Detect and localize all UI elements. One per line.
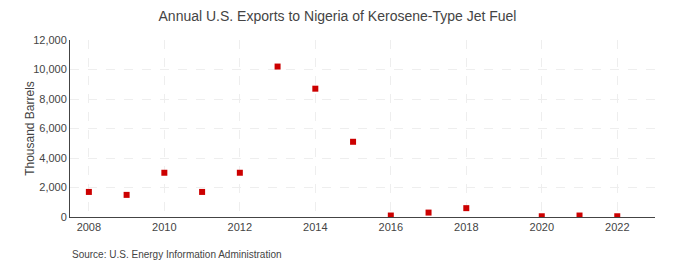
svg-text:12,000: 12,000 <box>33 34 67 46</box>
svg-text:2014: 2014 <box>303 221 327 233</box>
svg-text:Annual U.S. Exports to Nigeria: Annual U.S. Exports to Nigeria of Kerose… <box>159 8 517 24</box>
svg-text:0: 0 <box>61 211 67 223</box>
svg-text:8,000: 8,000 <box>39 93 67 105</box>
svg-text:Thousand Barrels: Thousand Barrels <box>23 81 37 176</box>
svg-text:4,000: 4,000 <box>39 152 67 164</box>
svg-text:2010: 2010 <box>152 221 176 233</box>
svg-text:2016: 2016 <box>379 221 403 233</box>
svg-text:Source: U.S. Energy Informatio: Source: U.S. Energy Information Administ… <box>72 249 282 260</box>
svg-text:2,000: 2,000 <box>39 181 67 193</box>
svg-text:2018: 2018 <box>454 221 478 233</box>
svg-text:10,000: 10,000 <box>33 63 67 75</box>
svg-text:6,000: 6,000 <box>39 122 67 134</box>
svg-text:2022: 2022 <box>605 221 629 233</box>
svg-text:2020: 2020 <box>530 221 554 233</box>
svg-text:2012: 2012 <box>228 221 252 233</box>
svg-text:2008: 2008 <box>77 221 101 233</box>
